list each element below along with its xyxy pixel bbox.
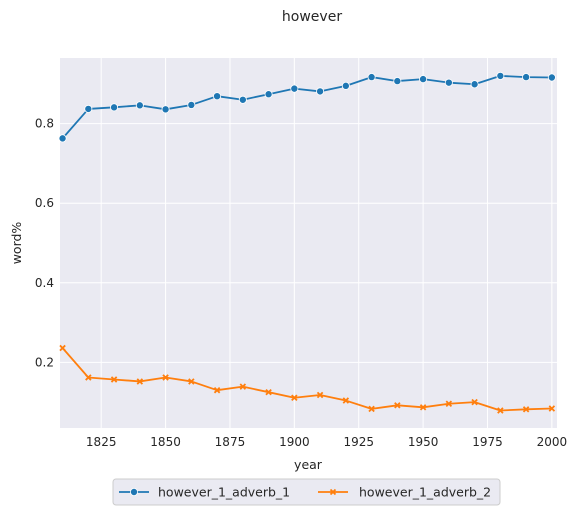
data-point	[316, 87, 325, 96]
data-point	[162, 374, 169, 381]
data-point	[213, 386, 221, 394]
data-point	[239, 383, 247, 390]
x-tick-label: 1875	[215, 435, 246, 449]
data-point	[522, 406, 530, 413]
x-tick-label: 1900	[279, 435, 310, 449]
data-point	[342, 397, 350, 404]
legend-marker-however-1-adverb-2	[329, 488, 337, 496]
data-point	[394, 402, 401, 409]
data-point	[161, 105, 170, 114]
legend-frame	[112, 478, 501, 506]
data-point	[470, 80, 479, 89]
legend-label-however-1-adverb-1: however_1_adverb_1	[158, 485, 290, 500]
y-tick-labels: 0.2 0.4 0.6 0.8	[35, 117, 54, 370]
grid	[60, 58, 557, 428]
data-point	[188, 378, 195, 385]
data-point	[291, 394, 298, 401]
data-point	[238, 95, 247, 104]
y-tick-label: 0.4	[35, 276, 54, 290]
x-tick-label: 1950	[408, 435, 439, 449]
data-point	[368, 405, 375, 413]
series-line-however-1-adverb-1	[61, 75, 552, 139]
y-axis-label: word%	[9, 222, 24, 265]
series-layer	[58, 71, 556, 414]
data-point	[445, 400, 453, 407]
data-point	[110, 103, 119, 112]
data-point	[496, 71, 505, 80]
data-point	[316, 391, 324, 399]
data-point	[110, 376, 118, 383]
data-point	[265, 388, 272, 396]
data-point	[548, 405, 556, 412]
legend-label-however-1-adverb-2: however_1_adverb_2	[359, 485, 491, 500]
plot-area	[60, 58, 557, 428]
series-however-1-adverb-2	[59, 344, 556, 414]
x-tick-label: 1825	[86, 435, 117, 449]
data-point	[522, 73, 531, 82]
data-point	[290, 84, 299, 93]
data-point	[419, 75, 428, 84]
data-point	[471, 398, 478, 406]
data-point	[264, 90, 273, 99]
data-point	[419, 404, 427, 411]
data-point	[341, 81, 350, 90]
x-tick-labels: 1825 1850 1875 1900 1925 1950 1975 2000	[86, 435, 567, 449]
y-tick-label: 0.6	[35, 196, 54, 210]
series-line-however-1-adverb-2	[61, 347, 552, 412]
x-tick-label: 1850	[150, 435, 181, 449]
data-point	[367, 73, 376, 82]
chart-title: however	[282, 9, 342, 25]
x-tick-label: 1925	[343, 435, 374, 449]
data-point	[547, 73, 556, 82]
data-point	[58, 134, 67, 143]
data-point	[136, 378, 144, 385]
data-point	[213, 92, 222, 101]
data-point	[84, 104, 93, 113]
x-axis-label: year	[294, 457, 323, 472]
data-point	[187, 100, 196, 109]
x-tick-label: 1975	[472, 435, 503, 449]
legend: however_1_adverb_1 however_1_adverb_2	[112, 478, 501, 506]
data-point	[497, 407, 504, 414]
data-point	[393, 77, 402, 86]
y-tick-label: 0.2	[35, 355, 54, 369]
legend-marker-however-1-adverb-1	[129, 487, 138, 496]
data-point	[59, 344, 66, 352]
y-tick-label: 0.8	[35, 117, 54, 131]
data-point	[85, 374, 92, 381]
data-point	[135, 101, 144, 110]
series-however-1-adverb-1	[58, 71, 556, 143]
x-tick-label: 2000	[537, 435, 568, 449]
data-point	[444, 78, 453, 87]
